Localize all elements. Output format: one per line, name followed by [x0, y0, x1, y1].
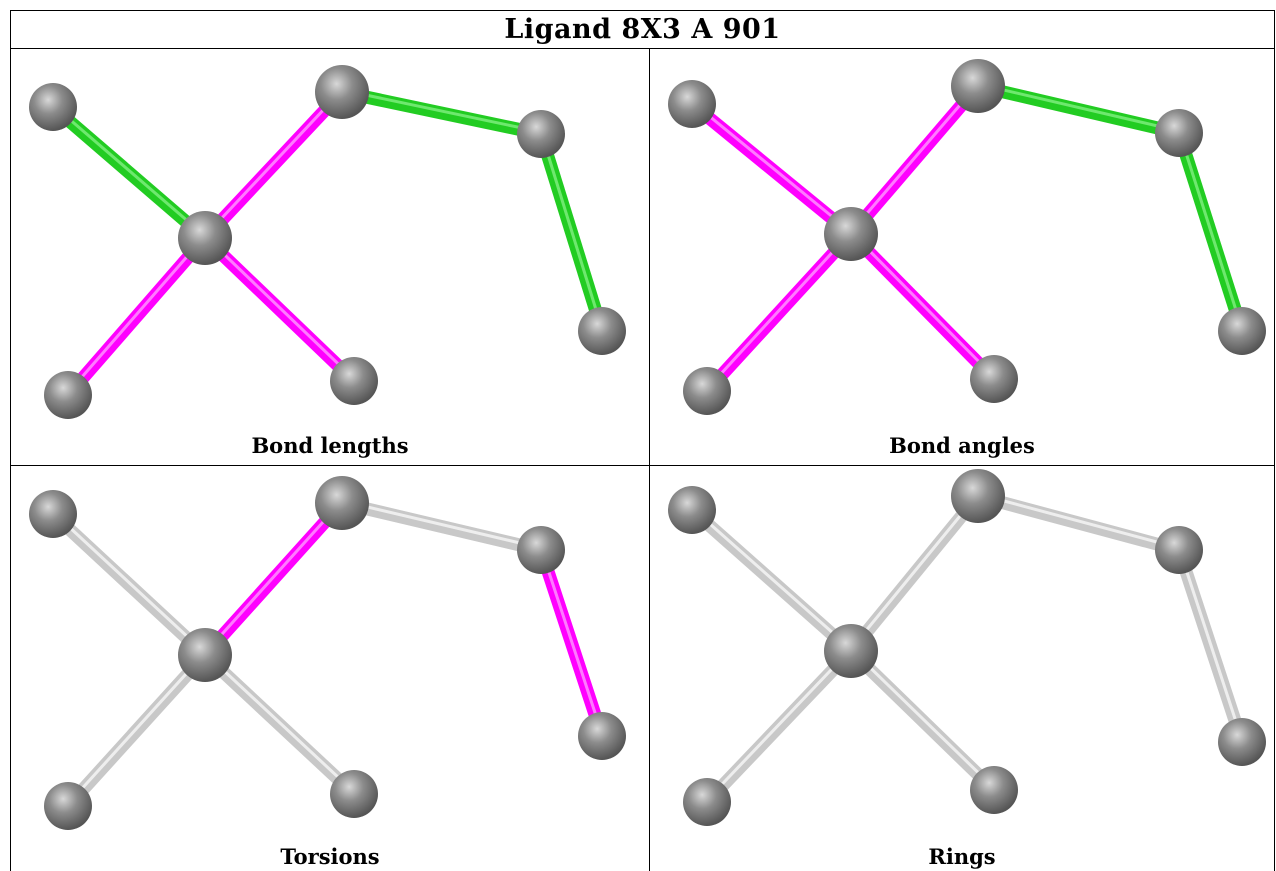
bond-highlight [849, 647, 996, 790]
ligand-figure: Ligand 8X3 A 901 Bond lengths Bond angle… [10, 10, 1275, 871]
atom-c [824, 207, 878, 261]
bond-highlight [977, 492, 1180, 550]
bond-highlight [1177, 547, 1244, 741]
atom-c [178, 628, 232, 682]
atom-dl [683, 778, 731, 826]
bond-highlight [705, 647, 853, 802]
atom-ul [668, 80, 716, 128]
molecule-bond-lengths [29, 65, 626, 419]
atom-r2 [578, 712, 626, 760]
bond-top-r1 [976, 79, 1181, 140]
atom-top [951, 59, 1005, 113]
atom-dr [330, 357, 378, 405]
panel-torsions: Torsions [11, 466, 649, 871]
grid-line [10, 465, 1275, 466]
bond-highlight [849, 83, 980, 233]
atom-dl [44, 782, 92, 830]
bond-c-ul [687, 98, 856, 240]
bond-highlight [203, 88, 344, 238]
grid-line [1274, 10, 1275, 871]
bond-highlight [341, 499, 542, 550]
bond-highlight [849, 230, 996, 379]
molecule-bond-angles [668, 59, 1266, 415]
atom-r1 [1155, 526, 1203, 574]
atom-c [824, 624, 878, 678]
bond-highlight [203, 499, 344, 655]
atom-r1 [517, 526, 565, 574]
atom-c [178, 211, 232, 265]
bond-top-r1 [976, 489, 1181, 557]
atom-r2 [1218, 718, 1266, 766]
atom-dr [970, 355, 1018, 403]
atom-r2 [578, 307, 626, 355]
bond-c-ul [48, 102, 210, 243]
grid-line [10, 10, 11, 871]
atom-top [315, 476, 369, 530]
atom-r1 [517, 110, 565, 158]
molecule-rings [668, 469, 1266, 826]
bond-highlight [539, 547, 604, 735]
caption-rings: Rings [928, 844, 996, 869]
atom-ul [29, 83, 77, 131]
panel-rings: Rings [650, 466, 1274, 871]
bond-highlight [977, 82, 1180, 133]
grid-line [649, 48, 650, 871]
caption-torsions: Torsions [280, 844, 380, 869]
bond-highlight [539, 131, 604, 330]
panel-bond-lengths: Bond lengths [11, 49, 649, 465]
bond-top-r1 [340, 496, 543, 557]
atom-top [951, 469, 1005, 523]
caption-bond-lengths: Bond lengths [251, 433, 409, 458]
atom-dl [683, 367, 731, 415]
bond-highlight [203, 234, 356, 381]
atom-dl [44, 371, 92, 419]
bond-highlight [203, 651, 356, 794]
bond-highlight [1177, 130, 1244, 330]
bond-highlight [51, 510, 207, 655]
bond-highlight [66, 651, 207, 806]
bond-highlight [341, 88, 542, 134]
atom-top [315, 65, 369, 119]
caption-bond-angles: Bond angles [889, 433, 1035, 458]
atom-dr [330, 770, 378, 818]
bond-highlight [52, 103, 206, 238]
atom-r1 [1155, 109, 1203, 157]
bond-highlight [691, 506, 852, 651]
panel-bond-angles: Bond angles [650, 49, 1274, 465]
atom-ul [668, 486, 716, 534]
molecule-torsions [29, 476, 626, 830]
atom-dr [970, 766, 1018, 814]
grid-line [10, 48, 1275, 49]
bond-highlight [691, 100, 852, 234]
bond-highlight [705, 230, 853, 391]
atom-ul [29, 490, 77, 538]
grid-line [10, 10, 1275, 11]
figure-title: Ligand 8X3 A 901 [504, 13, 781, 45]
bond-top-r1 [340, 85, 543, 141]
bond-highlight [66, 235, 207, 394]
bond-highlight [849, 493, 980, 650]
atom-r2 [1218, 307, 1266, 355]
